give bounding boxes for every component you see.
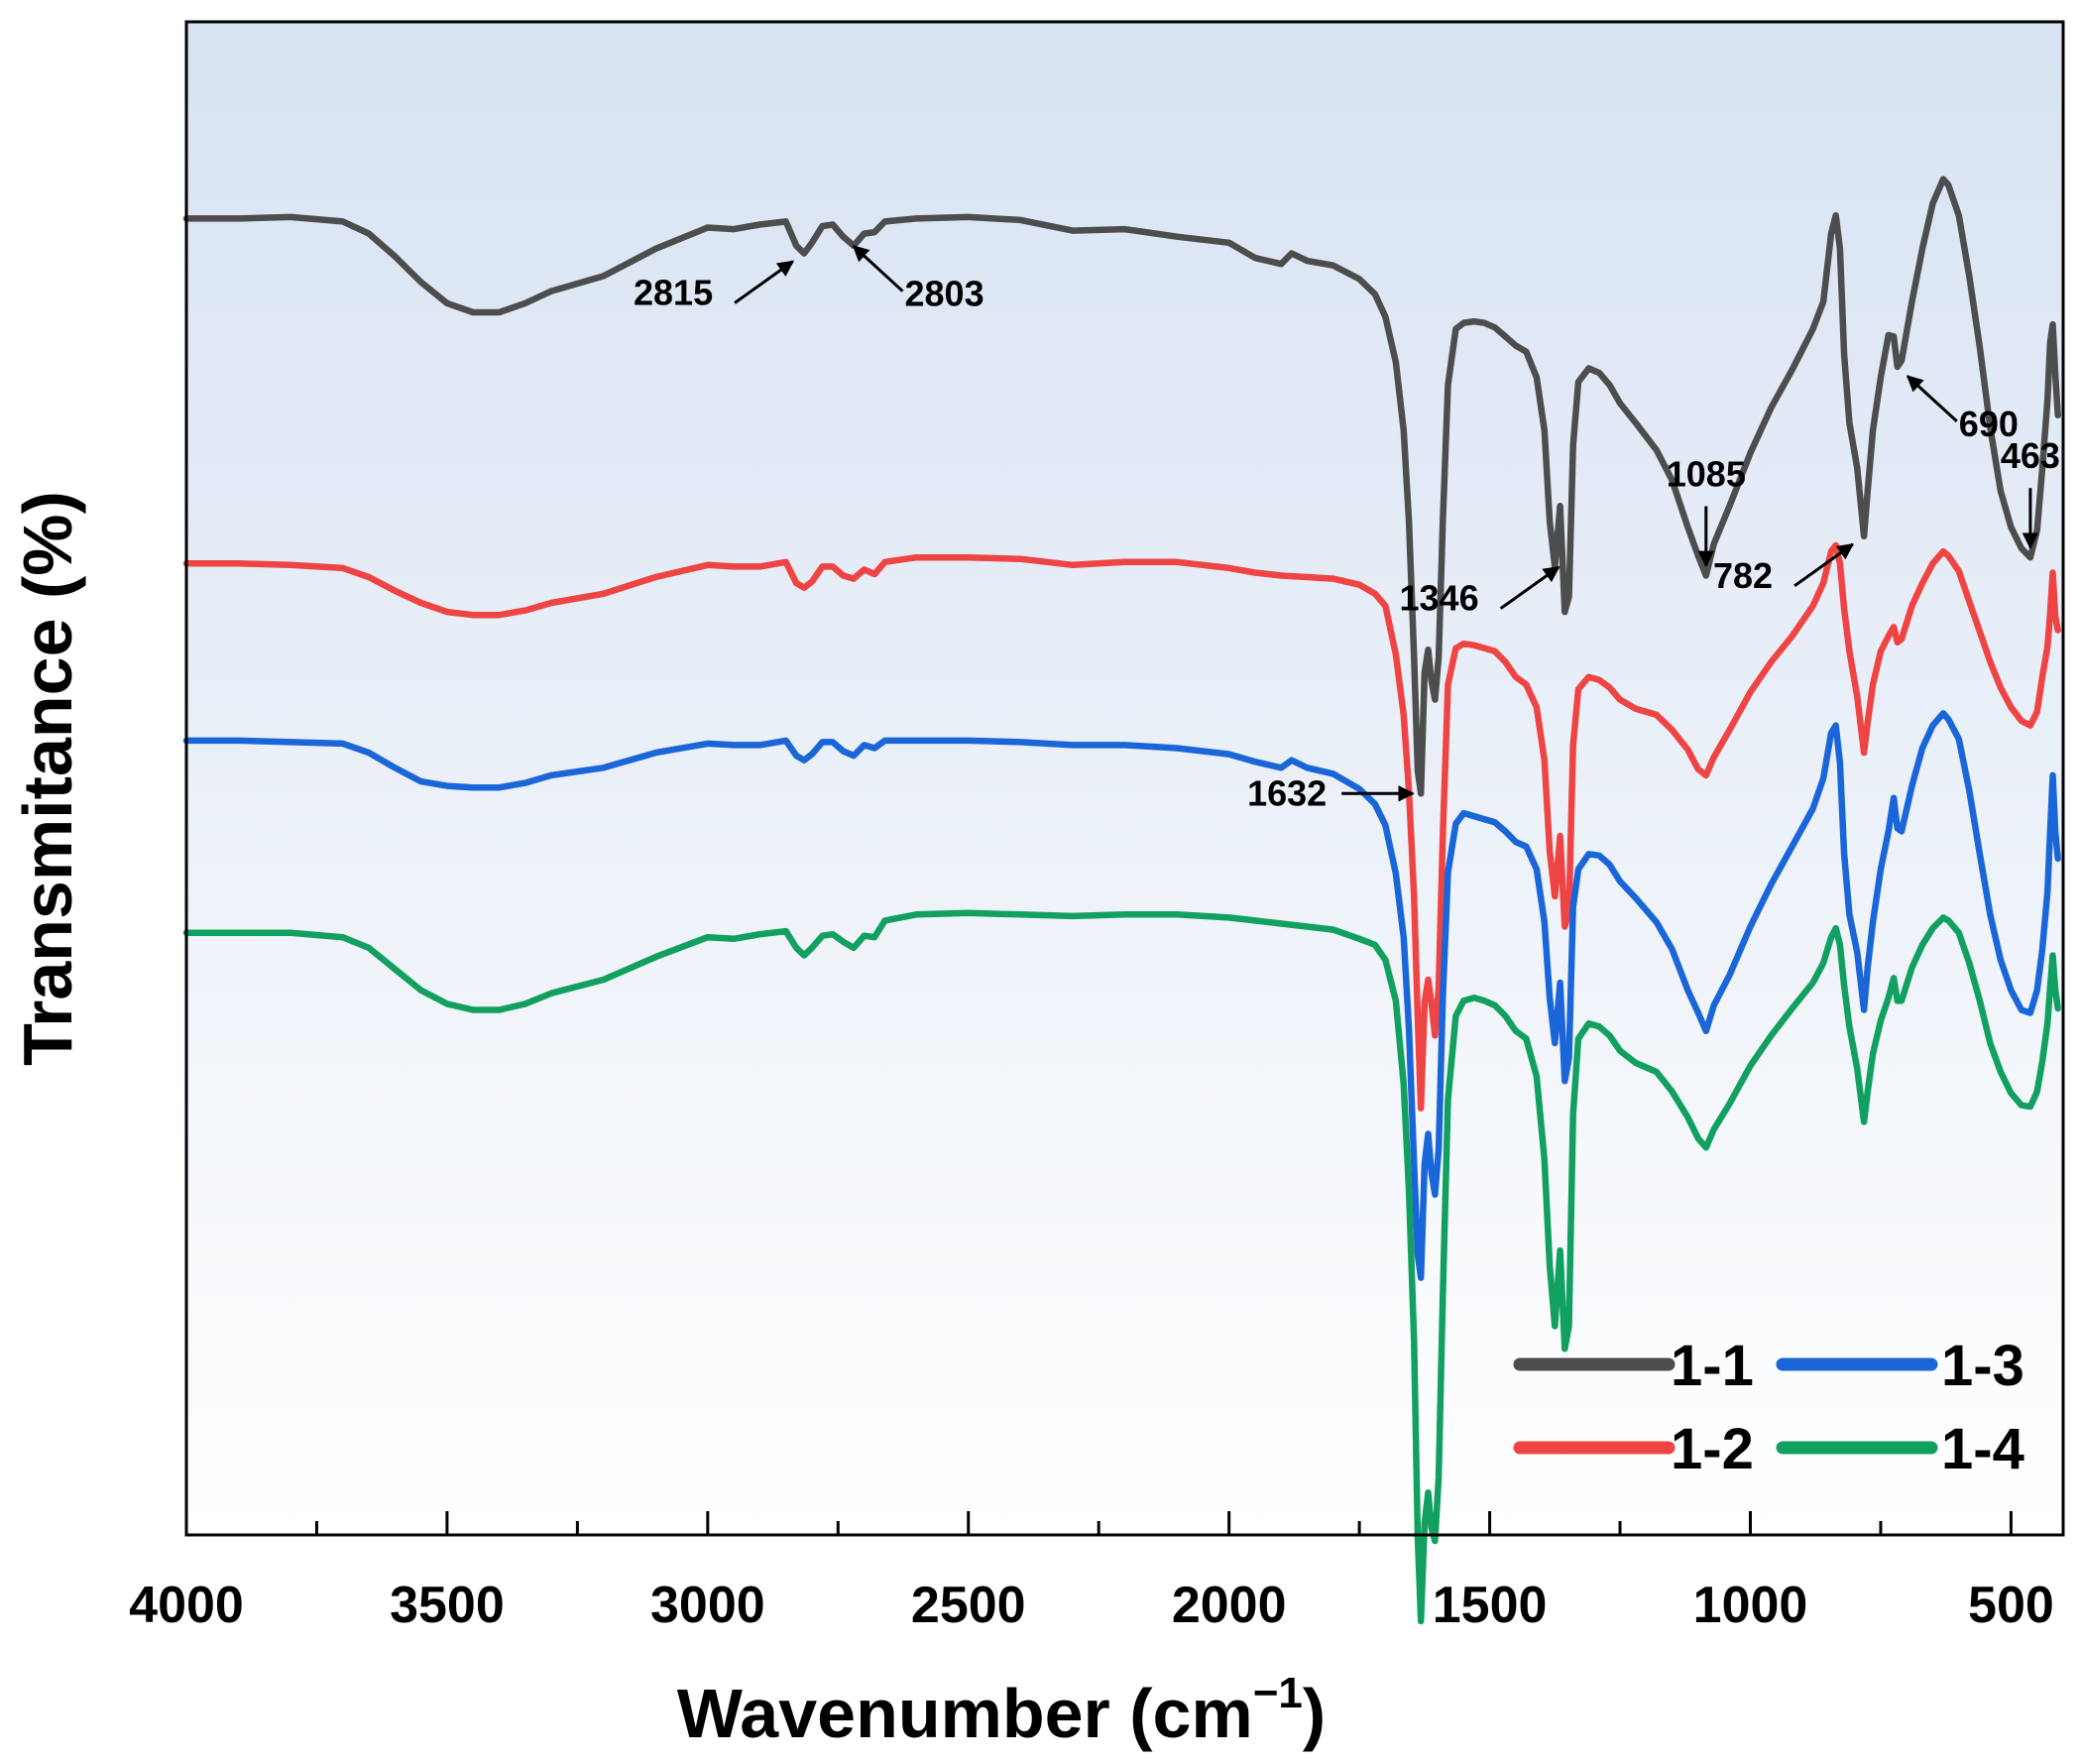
x-tick-label-4000: 4000 [129, 1577, 244, 1634]
x-axis-title: Wavenumber (cm−1) [677, 1669, 1326, 1752]
annotation-arrow-782 [1793, 542, 1855, 588]
x-axis-title-close: ) [1303, 1675, 1326, 1752]
annotation-label-2815: 2815 [634, 273, 713, 313]
annotation-label-1346: 1346 [1400, 578, 1479, 619]
x-tick-label-1500: 1500 [1433, 1577, 1548, 1634]
x-tick-label-2500: 2500 [911, 1577, 1026, 1634]
series-line-1-2 [182, 541, 2061, 1112]
x-tick-label-1000: 1000 [1693, 1577, 1808, 1634]
series-layer [182, 176, 2061, 1625]
x-axis: 4000 3500 3000 2500 2000 1500 1000 500 [129, 1511, 2054, 1634]
annotation-label-782: 782 [1713, 555, 1773, 596]
annotation-arrow-2815 [734, 260, 795, 304]
x-axis-title-main: Wavenumber (cm [677, 1675, 1253, 1752]
annotation-label-1632: 1632 [1247, 772, 1327, 813]
series-line-1-4 [182, 909, 2061, 1625]
legend-label-1-3: 1-3 [1941, 1334, 2024, 1398]
legend-label-1-4: 1-4 [1941, 1417, 2024, 1481]
series-line-1-1 [182, 176, 2061, 797]
x-tick-label-500: 500 [1968, 1577, 2054, 1634]
x-tick-label-3500: 3500 [390, 1577, 505, 1634]
plot-frame [184, 20, 2065, 1537]
x-tick-label-3000: 3000 [650, 1577, 765, 1634]
series-line-1-3 [182, 710, 2061, 1281]
annotation-label-2803: 2803 [905, 274, 984, 314]
annotation-label-463: 463 [2001, 435, 2060, 476]
y-axis-title: Transmitance (%) [9, 491, 86, 1066]
annotation-arrow-2803 [852, 245, 904, 293]
annotation-label-1085: 1085 [1667, 454, 1746, 495]
annotation-arrow-1346 [1499, 565, 1561, 610]
legend-label-1-2: 1-2 [1671, 1417, 1754, 1481]
x-axis-title-superscript: −1 [1253, 1669, 1303, 1717]
legend: 1-1 1-3 1-2 1-4 [1513, 1334, 2024, 1481]
plot-background [186, 22, 2063, 1535]
legend-label-1-1: 1-1 [1671, 1334, 1754, 1398]
annotation-arrow-690 [1906, 375, 1958, 423]
annotation-label-690: 690 [1959, 404, 2019, 444]
x-tick-label-2000: 2000 [1172, 1577, 1287, 1634]
